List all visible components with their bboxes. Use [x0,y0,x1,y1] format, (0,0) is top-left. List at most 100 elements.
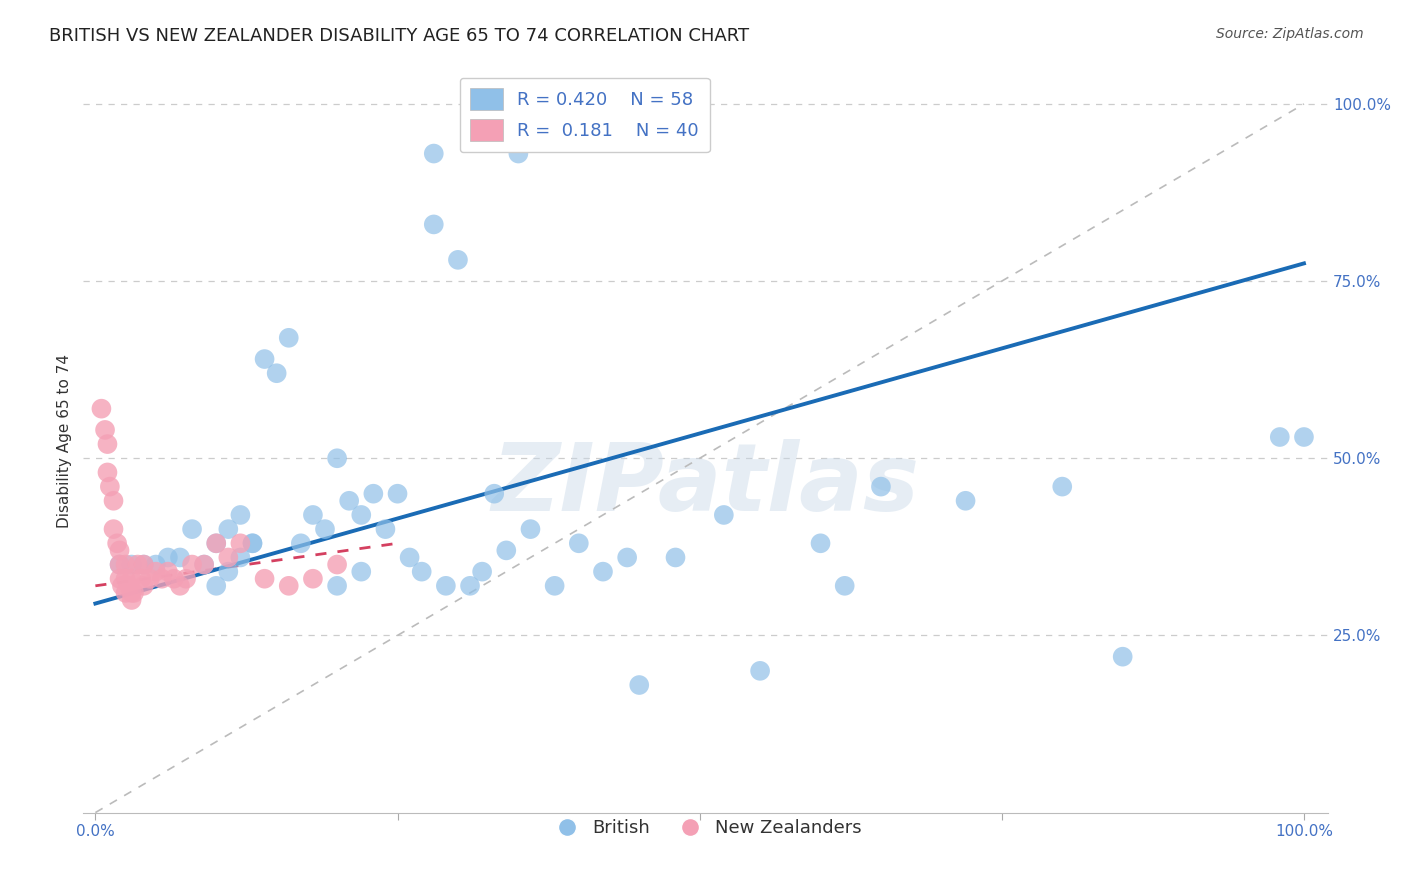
Point [616,550,638,565]
Point [434,579,457,593]
Point [121,558,143,572]
Point [253,352,276,367]
Point [139,572,162,586]
Point [253,572,276,586]
Point [277,579,299,593]
Text: BRITISH VS NEW ZEALANDER DISABILITY AGE 65 TO 74 CORRELATION CHART: BRITISH VS NEW ZEALANDER DISABILITY AGE … [49,27,749,45]
Point [217,565,239,579]
Point [217,550,239,565]
Point [290,536,312,550]
Point [326,558,349,572]
Point [114,558,136,572]
Point [266,366,288,380]
Point [568,536,591,550]
Point [103,493,125,508]
Point [519,522,541,536]
Point [122,586,145,600]
Point [458,579,481,593]
Point [508,146,530,161]
Point [181,558,204,572]
Point [121,586,143,600]
Point [131,572,153,586]
Point [1268,430,1291,444]
Point [229,536,252,550]
Point [628,678,651,692]
Point [749,664,772,678]
Point [242,536,264,550]
Point [96,437,118,451]
Point [193,558,215,572]
Point [471,565,494,579]
Point [121,593,143,607]
Point [326,451,349,466]
Point [326,579,349,593]
Point [495,543,517,558]
Point [150,572,173,586]
Point [484,486,506,500]
Point [96,466,118,480]
Point [302,508,325,522]
Point [447,252,470,267]
Point [1052,480,1074,494]
Point [118,579,141,593]
Point [242,536,264,550]
Point [205,579,228,593]
Point [217,522,239,536]
Point [543,579,565,593]
Point [363,486,385,500]
Point [156,565,179,579]
Point [127,558,149,572]
Point [114,586,136,600]
Point [277,331,299,345]
Point [132,579,155,593]
Text: ZIPatlas: ZIPatlas [492,439,920,532]
Point [145,565,167,579]
Text: Source: ZipAtlas.com: Source: ZipAtlas.com [1216,27,1364,41]
Point [423,146,446,161]
Point [229,508,252,522]
Point [1292,430,1315,444]
Point [108,558,131,572]
Point [108,572,131,586]
Point [314,522,336,536]
Legend: British, New Zealanders: British, New Zealanders [543,812,869,845]
Point [132,558,155,572]
Point [145,558,167,572]
Point [337,493,360,508]
Point [169,550,191,565]
Point [350,508,373,522]
Point [114,572,136,586]
Point [111,579,134,593]
Point [411,565,433,579]
Point [174,572,197,586]
Point [423,218,446,232]
Point [834,579,856,593]
Point [169,579,191,593]
Point [398,550,420,565]
Point [90,401,112,416]
Point [105,536,128,550]
Point [163,572,186,586]
Point [193,558,215,572]
Point [205,536,228,550]
Point [103,522,125,536]
Point [181,522,204,536]
Point [387,486,409,500]
Point [374,522,396,536]
Point [955,493,977,508]
Point [205,536,228,550]
Point [592,565,614,579]
Point [302,572,325,586]
Point [1111,649,1133,664]
Point [98,480,121,494]
Point [121,572,143,586]
Y-axis label: Disability Age 65 to 74: Disability Age 65 to 74 [58,353,72,527]
Point [132,558,155,572]
Point [108,543,131,558]
Point [108,558,131,572]
Point [870,480,893,494]
Point [94,423,117,437]
Point [713,508,735,522]
Point [810,536,832,550]
Point [350,565,373,579]
